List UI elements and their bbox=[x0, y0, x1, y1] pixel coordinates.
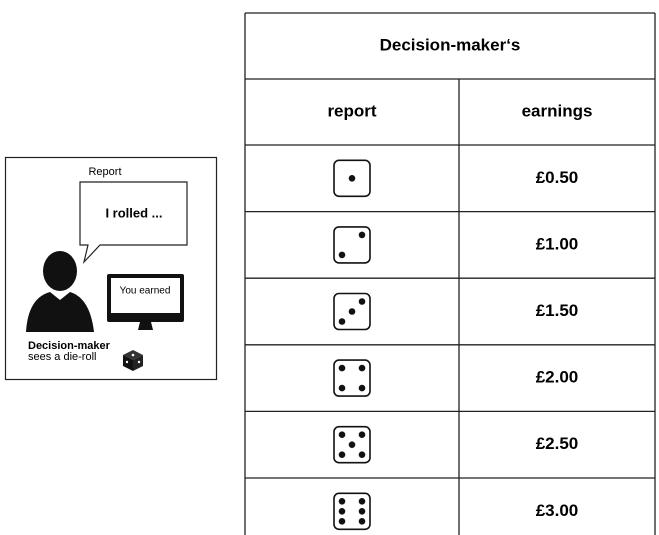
scenario-panel: Report I rolled ... You earned Decision-… bbox=[4, 156, 218, 381]
die-pip bbox=[358, 508, 366, 515]
die-pip bbox=[338, 508, 346, 515]
die-face bbox=[333, 159, 371, 198]
die-pip bbox=[358, 384, 366, 392]
column-header: report bbox=[327, 101, 376, 120]
column-header: earnings bbox=[522, 101, 593, 120]
die-pip bbox=[358, 518, 366, 525]
role-label: Decision-maker bbox=[28, 340, 111, 352]
earnings-cell: £0.50 bbox=[536, 168, 579, 187]
earnings-cell: £1.00 bbox=[536, 234, 579, 253]
speech-bubble bbox=[79, 181, 188, 265]
die-pip bbox=[338, 318, 346, 325]
person-body bbox=[26, 292, 94, 332]
person-head bbox=[43, 251, 77, 291]
die-pip bbox=[338, 451, 346, 459]
die-pip bbox=[338, 518, 346, 525]
earnings-cell: £3.00 bbox=[536, 501, 579, 520]
die-pip bbox=[358, 231, 366, 239]
screen-text: You earned bbox=[120, 286, 171, 297]
die-pip bbox=[348, 441, 356, 449]
die-icon bbox=[123, 350, 143, 371]
die-outline bbox=[333, 226, 371, 264]
die-pip bbox=[338, 498, 346, 505]
earnings-cell: £2.50 bbox=[536, 434, 579, 453]
die-pip bbox=[338, 431, 346, 439]
monitor-screen bbox=[111, 278, 180, 313]
monitor-stand bbox=[138, 322, 153, 330]
role-caption: sees a die-roll bbox=[28, 351, 96, 363]
die-face bbox=[333, 226, 371, 264]
table-title: Decision-maker‘s bbox=[380, 35, 521, 54]
report-label: Report bbox=[88, 166, 121, 178]
die-pip bbox=[338, 384, 346, 392]
die-pip bbox=[358, 364, 366, 372]
die-pip bbox=[358, 451, 366, 459]
earnings-cell: £2.00 bbox=[536, 368, 579, 387]
die-pip bbox=[358, 298, 366, 305]
die-pip bbox=[338, 251, 346, 259]
die-face bbox=[333, 492, 371, 531]
die-outline bbox=[333, 359, 371, 397]
die-face bbox=[333, 425, 371, 464]
earnings-table: Decision-maker‘s report earnings £0.50 £1… bbox=[244, 12, 656, 535]
earnings-cell: £1.50 bbox=[536, 301, 579, 320]
die-pip bbox=[358, 431, 366, 439]
die-pip bbox=[348, 308, 356, 315]
die-pip bbox=[348, 175, 356, 182]
speech-text: I rolled ... bbox=[105, 205, 162, 220]
die-face bbox=[333, 359, 371, 397]
die-pip bbox=[358, 498, 366, 505]
die-pip bbox=[338, 364, 346, 372]
die-face bbox=[333, 292, 371, 331]
